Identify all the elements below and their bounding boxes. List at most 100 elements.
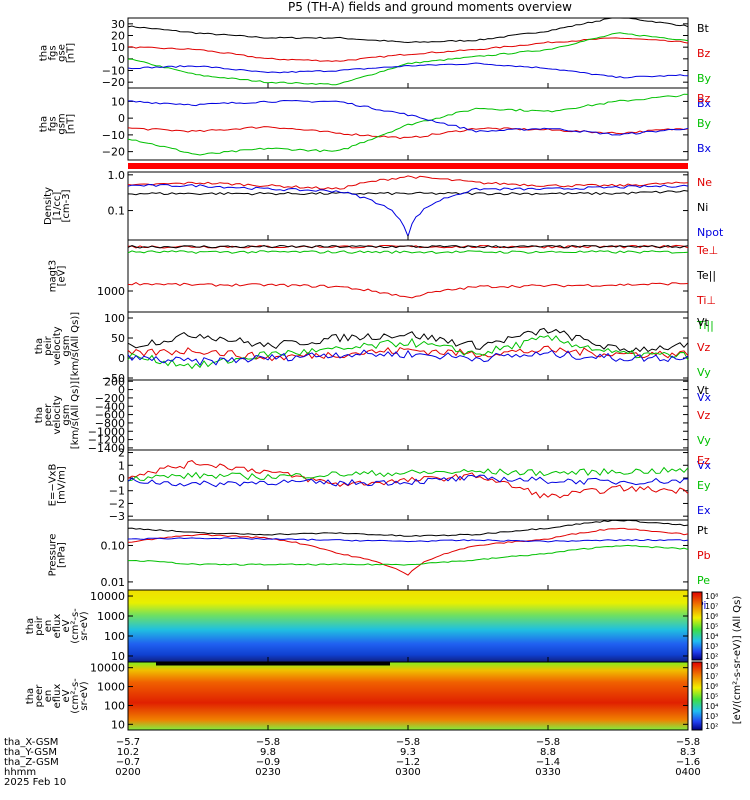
y-axis-label: eflux — [52, 684, 63, 709]
y-axis-label: [nT] — [66, 114, 77, 134]
legend-Ex: Ex — [697, 504, 711, 517]
y-tick-label: 10 — [111, 650, 125, 663]
y-tick-label: 10 — [111, 718, 125, 731]
colorbar-tick: 10³ — [705, 642, 718, 651]
y-axis-label: [cm-3] — [61, 189, 72, 222]
y-tick-label: 20 — [111, 30, 125, 43]
y-axis-label: [km/s(All Qs)] — [70, 381, 81, 449]
legend-Ti⊥: Ti⊥ — [696, 294, 716, 307]
y-tick-label: 10 — [111, 41, 125, 54]
y-axis-label: peir — [34, 615, 45, 635]
y-tick-label: 0.01 — [101, 576, 126, 589]
y-axis-label: [nT] — [66, 43, 77, 63]
colorbar-tick: 10⁸ — [705, 662, 718, 671]
y-tick-label: 30 — [111, 18, 125, 31]
y-tick-label: 10 — [111, 95, 125, 108]
x-row-value: −5.7 — [116, 737, 140, 748]
x-row-value: −5.8 — [396, 737, 420, 748]
x-row-value: 0300 — [395, 767, 420, 778]
mode-bar — [128, 163, 688, 169]
legend-Te||: Te|| — [696, 269, 716, 282]
x-row-value: 8.3 — [680, 747, 696, 758]
y-axis-label: tha — [34, 407, 45, 423]
y-tick-label: 1.0 — [108, 169, 126, 182]
y-axis-label: velocity — [52, 326, 63, 365]
peir_spec-spectrogram — [128, 590, 688, 662]
y-tick-label: 0 — [118, 112, 125, 125]
colorbar — [691, 661, 703, 731]
y-tick-label: 50 — [111, 332, 125, 345]
series-Pi — [127, 537, 689, 543]
x-row-value: 0400 — [675, 767, 700, 778]
legend-Vt: Vt — [697, 384, 710, 397]
legend-Ne: Ne — [697, 176, 712, 189]
x-date: 2025 Feb 10 — [4, 777, 66, 788]
y-axis-label: (cm²-s- — [70, 678, 81, 714]
y-tick-label: −800 — [95, 417, 125, 430]
y-axis-label: fgs — [48, 116, 59, 131]
y-tick-label: −20 — [102, 146, 125, 159]
y-axis-label: velocity — [52, 395, 63, 434]
colorbar-tick: 10⁷ — [705, 672, 718, 681]
y-tick-label: −1200 — [88, 434, 125, 447]
series-Bz — [127, 126, 689, 140]
series-Vx — [127, 349, 689, 367]
y-axis-label: [mV/m] — [57, 466, 68, 504]
x-row-label: tha_X-GSM — [4, 737, 58, 748]
y-tick-label: −20 — [102, 76, 125, 89]
y-axis-label: peir — [43, 335, 54, 355]
y-axis-label: peer — [43, 403, 54, 427]
legend-Vy: Vy — [697, 434, 711, 447]
y-tick-label: −10 — [102, 65, 125, 78]
legend-Pe: Pe — [697, 574, 710, 587]
legend-By: By — [697, 72, 712, 85]
y-tick-label: −200 — [95, 392, 125, 405]
y-axis-label: eV — [61, 689, 72, 702]
legend-Ey: Ey — [697, 479, 711, 492]
series-Vz — [127, 345, 689, 362]
x-axis-annotations: tha_X-GSM −5.7 −5.8 −5.8 −5.8 −5.8 tha_Y-GSM 10… — [4, 737, 701, 788]
legend-Bz: Bz — [697, 92, 711, 105]
legend-Vx: Vx — [697, 459, 712, 472]
legend-By: By — [697, 117, 712, 130]
fgs_gse-frame — [127, 17, 689, 89]
x-row-value: −5.8 — [536, 737, 560, 748]
y-axis-label: (cm²-s- — [70, 608, 81, 644]
legend-Pb: Pb — [697, 549, 711, 562]
temp-frame — [127, 239, 689, 313]
y-axis-label: tha — [34, 338, 45, 354]
y-axis-label: sr-eV) — [79, 681, 90, 710]
legend-Pt: Pt — [697, 524, 709, 537]
y-tick-label: 100 — [104, 312, 125, 325]
y-tick-label: 0 — [118, 472, 125, 485]
colorbar-tick: 10⁴ — [705, 702, 718, 711]
colorbar-tick: 10² — [705, 722, 718, 731]
series-Vy — [127, 335, 689, 370]
series-Pt — [127, 519, 689, 537]
legend-Te⊥: Te⊥ — [696, 244, 718, 257]
legend-Bx: Bx — [697, 142, 712, 155]
series-By — [127, 32, 689, 86]
y-tick-label: −1 — [109, 485, 125, 498]
y-axis-label: en — [43, 620, 54, 633]
series-Bz — [127, 37, 689, 62]
y-tick-label: 200 — [104, 375, 125, 388]
legend-Vx: Vx — [697, 391, 712, 404]
legend-Ez: Ez — [697, 454, 710, 467]
x-row-label: hhmm — [4, 767, 36, 778]
x-row-value: −5.8 — [256, 737, 280, 748]
series-Ex — [127, 474, 689, 488]
legend-Vz: Vz — [697, 409, 711, 422]
velocity_e-frame — [127, 379, 689, 451]
y-tick-label: 10000 — [90, 590, 125, 603]
x-row-value: −0.9 — [256, 757, 280, 768]
y-axis-label: tha — [25, 688, 36, 704]
series-Bx — [128, 99, 689, 136]
series-Vt — [127, 327, 689, 353]
y-axis-label: [1/cc] — [52, 192, 63, 221]
x-row-value: 10.2 — [117, 747, 139, 758]
y-tick-label: 0.10 — [101, 539, 126, 552]
